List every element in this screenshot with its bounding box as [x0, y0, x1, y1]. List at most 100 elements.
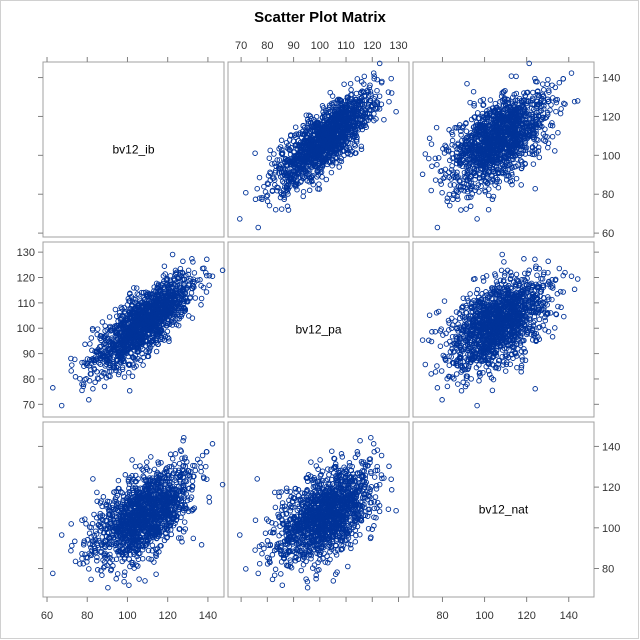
point — [348, 87, 354, 93]
point — [317, 134, 323, 141]
diagonal-label-bv12_ib: bv12_ib — [112, 143, 154, 157]
point — [542, 115, 548, 121]
scatter-points-bv12_ib-vs-bv12_pa — [237, 60, 399, 231]
point — [333, 100, 339, 107]
point — [294, 152, 301, 159]
point — [344, 125, 351, 131]
point — [283, 139, 290, 146]
point — [329, 162, 335, 169]
point — [300, 193, 306, 200]
point — [304, 158, 311, 165]
point — [276, 163, 283, 169]
point — [388, 90, 395, 96]
point — [285, 191, 291, 197]
point — [359, 88, 365, 94]
point — [574, 98, 581, 104]
point — [278, 137, 285, 144]
point — [300, 140, 307, 147]
point — [361, 93, 367, 99]
point — [355, 127, 362, 133]
point — [293, 183, 299, 190]
point — [334, 142, 340, 148]
point — [284, 203, 291, 210]
point — [329, 93, 336, 99]
point — [255, 224, 261, 231]
scatter-points-bv12_ib-vs-bv12_nat — [419, 60, 581, 231]
point — [351, 141, 358, 148]
point — [324, 161, 330, 168]
point — [354, 123, 361, 129]
point — [357, 116, 363, 123]
point — [338, 106, 345, 112]
point — [374, 76, 380, 83]
point — [300, 169, 307, 175]
point — [303, 112, 310, 118]
point — [470, 88, 477, 95]
point — [553, 108, 559, 115]
point — [318, 147, 325, 153]
point — [274, 157, 280, 163]
diagonal-label-bv12_pa: bv12_pa — [295, 323, 341, 337]
point — [340, 130, 347, 137]
point — [340, 133, 346, 140]
point — [310, 181, 317, 188]
point — [287, 170, 293, 176]
point — [351, 134, 358, 140]
point — [292, 124, 299, 130]
point — [275, 184, 281, 191]
point — [354, 108, 361, 114]
point — [316, 121, 323, 128]
point — [272, 182, 278, 188]
point — [451, 182, 457, 188]
point — [349, 148, 356, 155]
point — [280, 187, 287, 193]
point — [381, 116, 387, 123]
point — [429, 163, 435, 169]
point — [297, 154, 304, 160]
point — [267, 147, 273, 154]
point — [279, 178, 286, 185]
point — [328, 119, 334, 125]
point — [336, 164, 342, 170]
point — [369, 102, 375, 109]
point — [447, 182, 454, 188]
point — [329, 112, 335, 119]
point — [376, 60, 383, 67]
point — [552, 148, 558, 154]
point — [339, 100, 345, 106]
point — [555, 129, 561, 136]
point — [332, 110, 339, 117]
point — [535, 148, 542, 154]
point — [434, 161, 440, 168]
point — [426, 155, 432, 162]
point — [370, 70, 377, 76]
point — [467, 203, 474, 210]
point — [504, 96, 510, 103]
point — [353, 90, 360, 97]
point — [299, 131, 306, 138]
point — [480, 96, 487, 103]
point — [546, 89, 552, 95]
point — [368, 114, 374, 120]
point — [513, 175, 520, 182]
point — [261, 183, 267, 190]
point — [393, 108, 399, 115]
point — [262, 189, 269, 195]
point — [505, 166, 511, 173]
point — [355, 116, 361, 122]
point — [267, 169, 273, 175]
panel-bv12_pa-bv12_pa — [227, 241, 410, 418]
point — [292, 157, 298, 164]
point — [325, 134, 332, 140]
point — [526, 60, 532, 67]
point — [321, 129, 328, 136]
point — [277, 165, 283, 172]
point — [306, 112, 312, 119]
point — [497, 99, 503, 105]
point — [295, 131, 302, 138]
point — [327, 127, 333, 133]
point — [388, 75, 394, 82]
point — [270, 175, 276, 181]
point — [305, 154, 312, 161]
point — [295, 137, 302, 144]
